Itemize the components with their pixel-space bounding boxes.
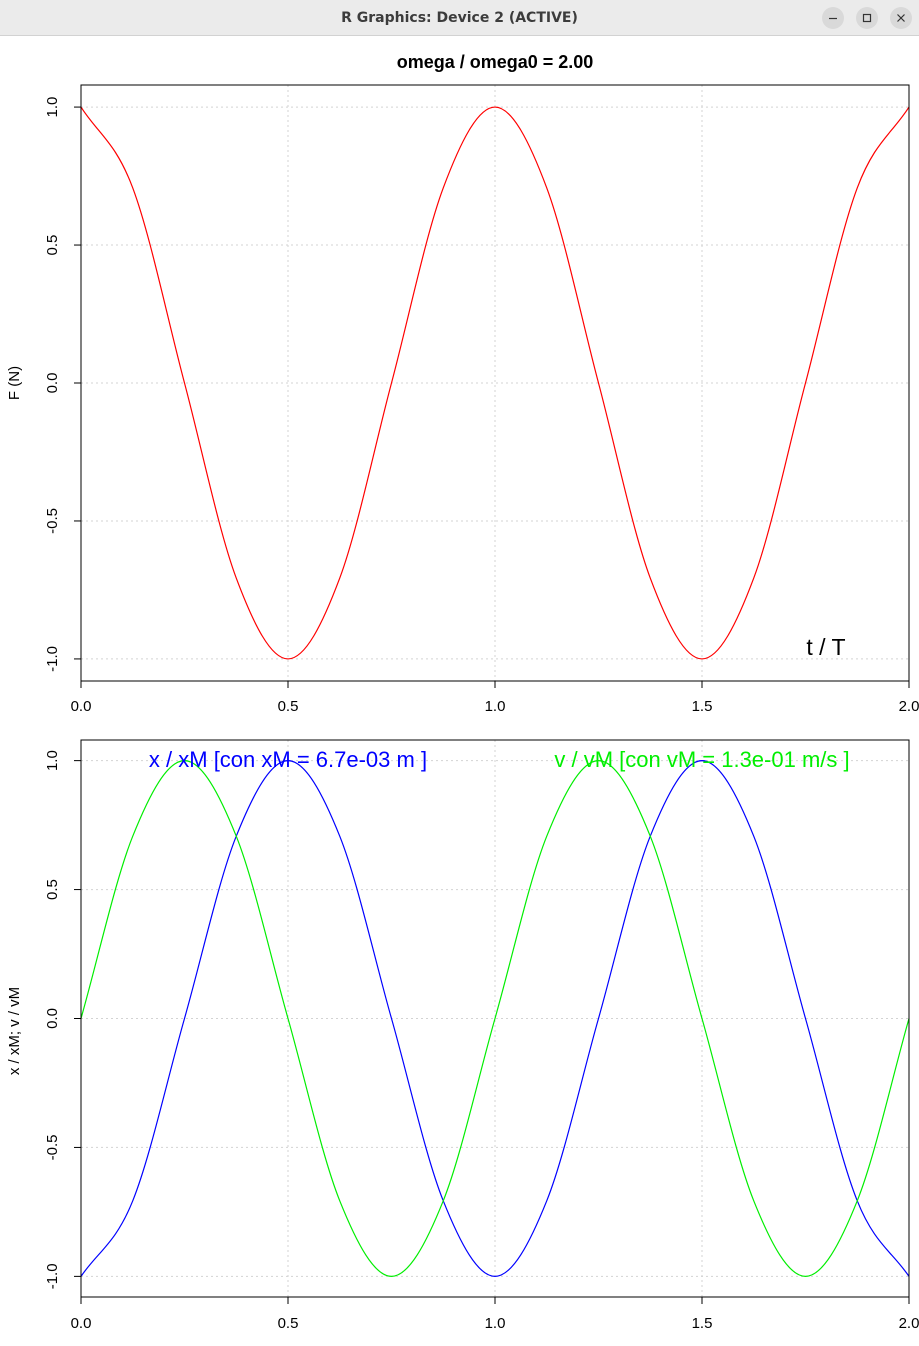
motion-x-tick-label: 2.0 (899, 1315, 919, 1332)
motion-y-tick-label: 0.5 (44, 879, 61, 900)
maximize-button[interactable] (856, 7, 878, 29)
motion-x-tick-label: 0.0 (71, 1315, 92, 1332)
force-x-tick-label: 0.5 (278, 698, 299, 715)
force-y-tick-label: -0.5 (44, 508, 61, 534)
force-y-tick-label: 1.0 (44, 97, 61, 118)
motion-y-tick-label: -1.0 (44, 1263, 61, 1289)
motion-y-axis-label: x / xM; v / vM (6, 987, 23, 1075)
force-y-axis: -1.0 -0.5 0.0 0.5 1.0 (44, 97, 81, 672)
velocity-curve (80, 760, 910, 1277)
force-x-tick-label: 0.0 (71, 698, 92, 715)
velocity-legend-text: v / vM [con vM = 1.3e-01 m/s ] (554, 747, 849, 772)
force-x-tick-label: 1.0 (485, 698, 506, 715)
r-graphics-canvas: 0.0 0.5 1.0 1.5 2.0 -1.0 -0.5 0.0 0.5 1.0 omega … (6, 52, 919, 1332)
motion-y-tick-label: 0.0 (44, 1008, 61, 1029)
motion-y-axis: -1.0 -0.5 0.0 0.5 1.0 (44, 750, 81, 1289)
force-x-tick-label: 1.5 (692, 698, 713, 715)
minimize-icon (829, 17, 837, 20)
window-titlebar: R Graphics: Device 2 (ACTIVE) (0, 0, 919, 36)
motion-curves (80, 760, 910, 1277)
force-x-tick-label: 2.0 (899, 698, 919, 715)
window-title: R Graphics: Device 2 (ACTIVE) (341, 10, 578, 26)
motion-x-tick-label: 0.5 (278, 1315, 299, 1332)
minimize-button[interactable] (822, 7, 844, 29)
close-icon (897, 14, 905, 22)
force-y-tick-label: -1.0 (44, 646, 61, 672)
motion-x-tick-label: 1.5 (692, 1315, 713, 1332)
close-button[interactable] (890, 7, 912, 29)
force-y-tick-label: 0.5 (44, 235, 61, 256)
force-gridlines (80, 85, 910, 681)
force-y-tick-label: 0.0 (44, 373, 61, 394)
time-annotation: t / T (806, 634, 845, 660)
motion-y-tick-label: -0.5 (44, 1135, 61, 1161)
force-panel: 0.0 0.5 1.0 1.5 2.0 -1.0 -0.5 0.0 0.5 1.0 omega … (6, 52, 919, 715)
motion-panel: 0.0 0.5 1.0 1.5 2.0 -1.0 -0.5 0.0 0.5 1.0 x / xM… (6, 739, 919, 1332)
motion-x-axis: 0.0 0.5 1.0 1.5 2.0 (71, 1297, 919, 1332)
force-chart-title: omega / omega0 = 2.00 (397, 52, 594, 72)
motion-y-tick-label: 1.0 (44, 750, 61, 771)
motion-x-tick-label: 1.0 (485, 1315, 506, 1332)
maximize-icon (862, 13, 872, 23)
position-curve (80, 760, 910, 1277)
position-legend-text: x / xM [con xM = 6.7e-03 m ] (149, 747, 427, 772)
force-curves (80, 106, 910, 660)
force-x-axis: 0.0 0.5 1.0 1.5 2.0 (71, 681, 919, 715)
force-curve (80, 106, 910, 660)
force-y-axis-label: F (N) (6, 366, 23, 400)
